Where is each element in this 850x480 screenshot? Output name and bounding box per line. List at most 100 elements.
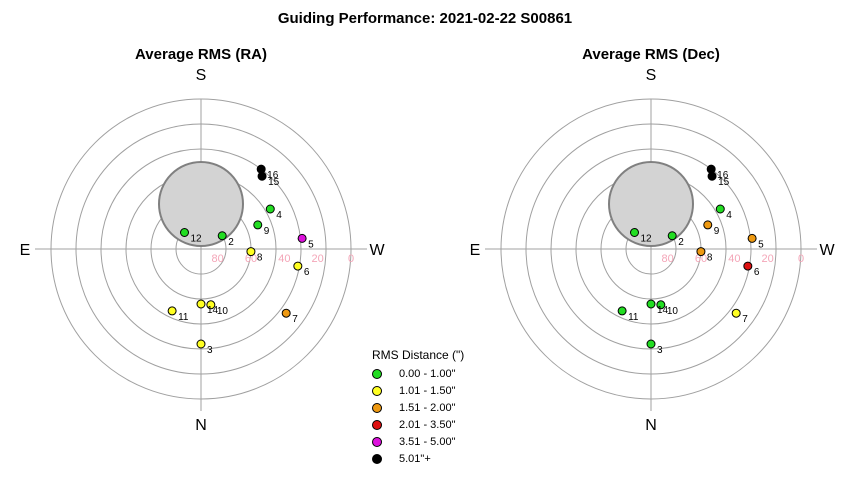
- data-point: [656, 300, 666, 310]
- data-point: [731, 308, 741, 318]
- direction-label-bottom: N: [645, 417, 657, 434]
- direction-label-top: S: [646, 67, 657, 84]
- data-point-label: 6: [304, 267, 310, 278]
- data-point: [265, 204, 275, 214]
- legend-swatch: [372, 436, 382, 447]
- data-point: [167, 306, 177, 316]
- data-point: [180, 228, 190, 238]
- data-point: [253, 220, 263, 230]
- radial-tick-label: 60: [695, 253, 707, 265]
- radial-tick-label: 0: [798, 253, 804, 265]
- radial-tick-label: 80: [212, 253, 224, 265]
- legend-swatch: [372, 419, 382, 430]
- data-point: [706, 164, 716, 174]
- direction-label-right: W: [819, 242, 835, 259]
- data-point-label: 5: [758, 239, 764, 250]
- legend-entry: 5.01"+: [358, 450, 508, 467]
- radial-tick-label: 80: [662, 253, 674, 265]
- direction-label-left: E: [20, 242, 31, 259]
- data-point: [630, 228, 640, 238]
- direction-label-right: W: [369, 242, 385, 259]
- data-point-label: 12: [641, 234, 653, 245]
- chart-main-title: Guiding Performance: 2021-02-22 S00861: [277, 10, 573, 27]
- legend-entry: 3.51 - 5.00": [358, 433, 508, 450]
- legend-swatch: [372, 453, 382, 464]
- data-point-label: 10: [217, 306, 229, 317]
- data-point: [196, 299, 206, 309]
- data-point-label: 6: [754, 267, 760, 278]
- data-point-label: 5: [308, 239, 314, 250]
- data-point-label: 2: [228, 237, 234, 248]
- legend-label: 5.01"+: [399, 452, 431, 465]
- data-point: [747, 233, 757, 243]
- data-point: [281, 308, 291, 318]
- radial-tick-label: 40: [728, 253, 740, 265]
- data-point-label: 7: [742, 314, 748, 325]
- legend-entry: 1.51 - 2.00": [358, 399, 508, 416]
- data-point-label: 2: [678, 237, 684, 248]
- legend: RMS Distance (") 0.00 - 1.00" 1.01 - 1.50…: [358, 348, 508, 467]
- plot-title: Average RMS (Dec): [582, 46, 720, 63]
- data-point-label: 9: [264, 226, 270, 237]
- data-point-label: 11: [628, 312, 639, 323]
- data-point-label: 7: [292, 314, 298, 325]
- data-point-label: 8: [257, 253, 263, 264]
- legend-label: 2.01 - 3.50": [399, 418, 456, 431]
- data-point: [715, 204, 725, 214]
- data-point: [646, 299, 656, 309]
- data-point-label: 12: [191, 234, 203, 245]
- legend-entry: 0.00 - 1.00": [358, 365, 508, 382]
- data-point: [246, 247, 256, 257]
- data-point-label: 3: [657, 345, 663, 356]
- data-point-label: 4: [726, 210, 732, 221]
- data-point-label: 16: [717, 170, 729, 181]
- data-point: [703, 220, 713, 230]
- radial-tick-label: 20: [762, 253, 774, 265]
- data-point: [206, 300, 216, 310]
- legend-label: 1.51 - 2.00": [399, 401, 456, 414]
- legend-swatch: [372, 385, 382, 396]
- legend-entry: 1.01 - 1.50": [358, 382, 508, 399]
- data-point-label: 14: [207, 305, 219, 316]
- legend-title: RMS Distance ("): [372, 348, 465, 362]
- data-point: [667, 231, 677, 241]
- data-point: [696, 247, 706, 257]
- direction-label-left: E: [470, 242, 481, 259]
- direction-label-bottom: N: [195, 417, 207, 434]
- legend-label: 3.51 - 5.00": [399, 435, 456, 448]
- data-point-label: 15: [268, 177, 280, 188]
- data-point: [297, 233, 307, 243]
- radial-tick-label: 0: [348, 253, 354, 265]
- legend-swatch: [372, 402, 382, 413]
- legend-swatch: [372, 368, 382, 379]
- data-point: [256, 164, 266, 174]
- data-point: [646, 339, 656, 349]
- direction-label-top: S: [196, 67, 207, 84]
- legend-label: 1.01 - 1.50": [399, 384, 456, 397]
- excluded-region: [608, 161, 694, 247]
- data-point-label: 9: [714, 226, 720, 237]
- data-point: [293, 261, 303, 271]
- data-point-label: 14: [657, 305, 669, 316]
- data-point-label: 16: [267, 170, 279, 181]
- legend-entry: 2.01 - 3.50": [358, 416, 508, 433]
- radial-tick-label: 20: [312, 253, 324, 265]
- data-point: [617, 306, 627, 316]
- data-point: [196, 339, 206, 349]
- data-point-label: 3: [207, 345, 213, 356]
- excluded-region: [158, 161, 244, 247]
- radial-tick-label: 40: [278, 253, 290, 265]
- data-point-label: 11: [178, 312, 189, 323]
- data-point-label: 10: [667, 306, 679, 317]
- plot-title: Average RMS (RA): [135, 46, 267, 63]
- data-point-label: 4: [276, 210, 282, 221]
- radial-tick-label: 60: [245, 253, 257, 265]
- data-point-label: 8: [707, 253, 713, 264]
- legend-label: 0.00 - 1.00": [399, 367, 456, 380]
- polar-plot-dec: Average RMS (Dec) 80 60 40 20 0 S N E W 2 3 4 5 6 7 8 9 10…: [470, 46, 836, 434]
- data-point: [217, 231, 227, 241]
- data-point: [743, 261, 753, 271]
- data-point-label: 15: [718, 177, 730, 188]
